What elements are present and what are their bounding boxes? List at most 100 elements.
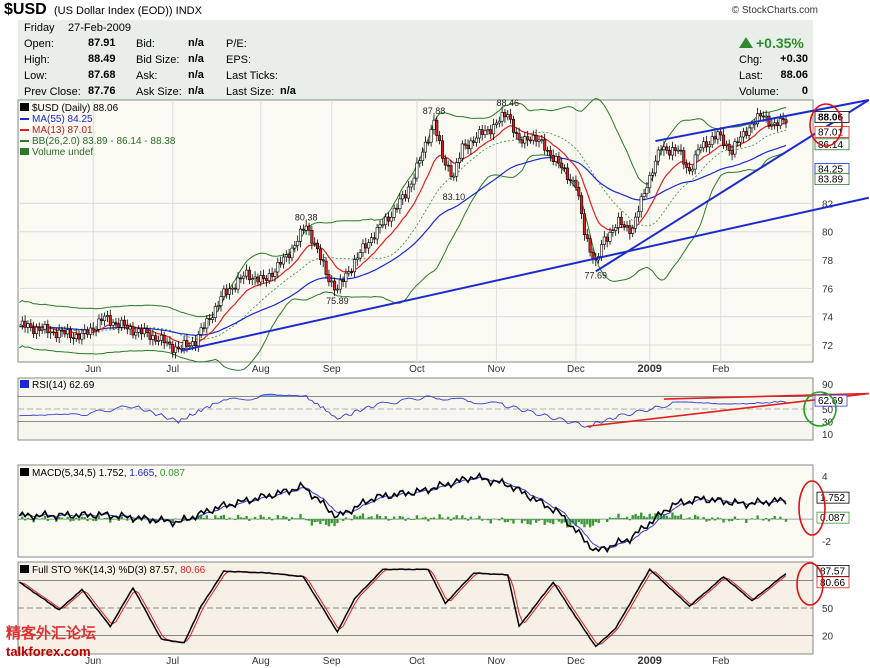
candle-body	[293, 245, 297, 249]
macd-hist-bar	[781, 519, 785, 520]
candle-body	[355, 257, 359, 260]
candle-body	[497, 120, 501, 124]
macd-hist-bar	[239, 517, 243, 520]
macd-hist-bar	[46, 519, 50, 521]
macd-hist-bar	[111, 519, 115, 520]
open-label: Open:	[24, 38, 54, 50]
candle-body	[384, 216, 388, 225]
price-panel: 72 74 76 78 80 82 87.88 88.46 80.38 83.10 75.89 77…	[17, 97, 870, 371]
macd-hist-bar	[296, 518, 299, 520]
macd-hist-bar	[157, 519, 160, 520]
macd-hist-bar	[603, 518, 606, 520]
candle-body	[165, 341, 169, 344]
macd-hist-bar	[211, 519, 214, 520]
candle-body	[228, 288, 232, 295]
candle-body	[699, 147, 703, 151]
candle-body	[298, 228, 302, 242]
candle-body	[421, 151, 425, 161]
candle-body	[412, 177, 416, 185]
price-value-tag-1: 87.01	[818, 127, 843, 138]
macd-hist-bar	[679, 514, 683, 520]
macd-hist-bar	[407, 517, 410, 520]
x-tick-label-sto-4: Oct	[409, 656, 425, 667]
candle-body	[724, 143, 728, 146]
macd-hist-bar	[517, 519, 521, 520]
macd-hist-bar	[483, 519, 487, 520]
candle-body	[290, 247, 294, 259]
macd-hist-bar	[75, 517, 78, 520]
price-y-tick-0: 72	[822, 341, 834, 352]
candle-body	[733, 141, 737, 155]
macd-hist-bar	[148, 519, 152, 523]
x-tick-label-sto-2: Aug	[252, 656, 270, 667]
candle-body	[633, 216, 637, 229]
candle-body	[71, 337, 75, 340]
candle-body	[625, 225, 629, 227]
macd-hist-bar	[77, 519, 81, 521]
macd-hist-bar	[319, 519, 322, 525]
candle-body	[432, 119, 436, 130]
candle-body	[605, 236, 609, 242]
macd-hist-bar	[381, 518, 385, 520]
macd-hist-bar	[234, 519, 237, 521]
macd-hist-bar	[725, 519, 728, 520]
candle-body	[239, 277, 243, 280]
candle-body	[270, 273, 274, 277]
candle-body	[171, 343, 175, 353]
candle-body	[230, 287, 234, 290]
macd-hist-bar	[21, 516, 24, 520]
candle-body	[631, 228, 635, 234]
macd-hist-bar	[693, 514, 697, 520]
candle-body	[188, 345, 192, 348]
candle-body	[685, 163, 689, 168]
x-tick-label-price-2: Aug	[252, 364, 270, 375]
candle-body	[404, 194, 408, 199]
sto-y-tick-1: 50	[822, 604, 834, 615]
macd-y-tick-0: 4	[822, 472, 828, 483]
macd-hist-bar	[69, 519, 72, 522]
macd-hist-bar	[398, 515, 402, 520]
candle-body	[262, 275, 266, 279]
macd-y-tick-3: -2	[822, 537, 831, 548]
candle-body	[51, 331, 55, 334]
macd-hist-bar	[515, 519, 518, 520]
candle-body	[477, 129, 481, 139]
macd-hist-bar	[310, 519, 314, 526]
low-label: Low:	[24, 70, 48, 82]
candle-body	[157, 340, 161, 342]
candle-body	[137, 328, 141, 333]
x-tick-label-price-5: Nov	[488, 364, 506, 375]
macd-hist-bar	[126, 519, 129, 521]
candle-body	[145, 328, 149, 334]
candle-body	[719, 131, 723, 136]
rsi-overbought-fill	[281, 395, 285, 397]
macd-hist-bar	[557, 519, 561, 522]
candle-body	[713, 136, 717, 140]
macd-hist-bar	[645, 517, 649, 520]
candle-body	[375, 227, 379, 240]
macd-hist-bar	[253, 516, 257, 520]
rsi-trendlines: 62.69	[587, 392, 869, 428]
macd-hist-bar	[458, 518, 461, 520]
rsi-value-tag-box	[814, 394, 848, 407]
candle-body	[739, 136, 743, 143]
candle-body	[426, 141, 430, 144]
candle-body	[707, 144, 711, 148]
macd-hist-bar	[259, 514, 262, 520]
macd-hist-bar	[637, 515, 640, 520]
macd-hist-bar	[435, 518, 438, 520]
macd-hist-bar	[546, 519, 549, 523]
low-value: 87.68	[88, 69, 116, 81]
candle-body	[194, 341, 198, 347]
candle-body	[69, 329, 73, 339]
macd-hist-bar	[290, 517, 294, 520]
sto-value-tag-0: 87.57	[820, 566, 845, 577]
macd-hist-bar	[605, 519, 609, 523]
macd-hist-bar	[495, 519, 498, 520]
macd-hist-bar	[412, 519, 416, 520]
macd-hist-bar	[378, 515, 382, 520]
candle-body	[758, 113, 762, 117]
macd-hist-bar	[574, 519, 578, 526]
macd-hist-bar	[688, 517, 691, 520]
